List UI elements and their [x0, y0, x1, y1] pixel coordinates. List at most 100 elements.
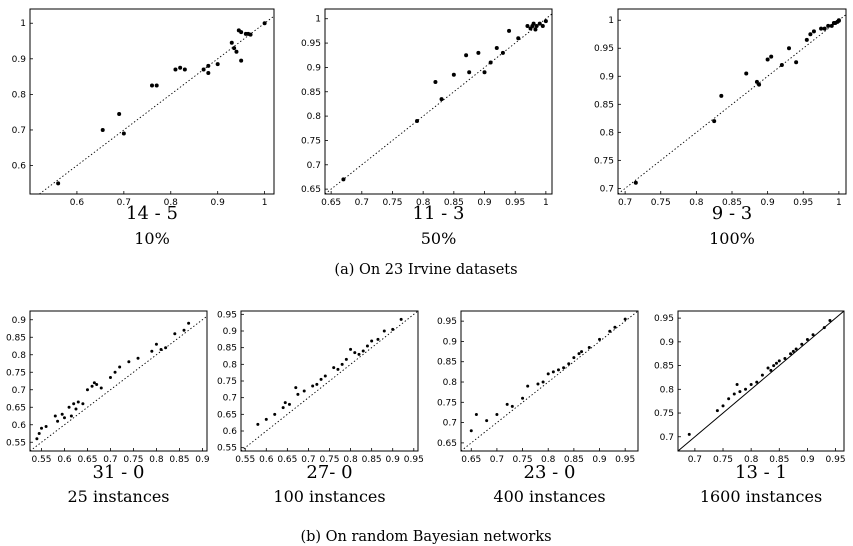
y-tick-label: 0.75 — [437, 398, 457, 408]
y-tick-label: 0.9 — [223, 327, 238, 337]
data-point — [44, 425, 48, 428]
data-point — [811, 29, 816, 34]
panel-subtitle: 100% — [709, 229, 755, 248]
x-tick-label: 0.95 — [615, 455, 635, 465]
data-point — [74, 407, 78, 411]
y-tick-label: 0.85 — [594, 100, 614, 110]
data-point — [264, 417, 268, 421]
data-point — [95, 383, 99, 386]
x-tick-label: 0.75 — [382, 198, 402, 208]
x-tick-label: 0.75 — [713, 455, 733, 465]
x-tick-label: 0.8 — [149, 455, 164, 465]
x-tick-label: 0.95 — [826, 455, 846, 465]
data-point — [777, 359, 781, 363]
x-tick-label: 0.9 — [800, 455, 815, 465]
data-point — [727, 397, 731, 401]
data-point — [749, 383, 753, 387]
caption-b: (b) On random Bayesian networks — [300, 529, 551, 545]
data-point — [154, 83, 159, 88]
y-tick-label: 0.9 — [600, 72, 615, 82]
scatter-panel-4: 0.55 0.6 0.65 0.7 0.75 0.8 0.85 0.9 0.55 0.6 0.65 0… — [6, 310, 210, 506]
panel-score: 14 - 5 — [126, 203, 178, 224]
data-point — [451, 72, 456, 77]
y-tick-label: 0.6 — [12, 162, 27, 172]
data-point — [150, 349, 154, 353]
x-tick-label: 0.9 — [195, 455, 210, 465]
panel-score: 23 - 0 — [524, 462, 576, 483]
panel-subtitle: 1600 instances — [700, 487, 822, 506]
data-point — [433, 80, 438, 85]
data-point — [206, 71, 211, 76]
data-point — [53, 414, 57, 418]
data-point — [353, 351, 357, 355]
data-point — [735, 383, 739, 387]
data-point — [687, 432, 691, 436]
y-tick-label: 0.55 — [217, 444, 237, 454]
data-point — [332, 366, 336, 370]
panel-score: 13 - 1 — [735, 462, 787, 483]
data-point — [757, 82, 762, 87]
scatter-panel-2: 0.65 0.7 0.75 0.8 0.85 0.9 0.95 1 0.65 0.7 0.75 0.8… — [301, 8, 553, 248]
data-point — [262, 21, 267, 26]
x-tick-label: 0.85 — [769, 455, 789, 465]
y-tick-label: 0.7 — [600, 184, 614, 194]
x-tick-label: 0.65 — [77, 455, 97, 465]
data-point — [543, 19, 548, 24]
x-tick-label: 0.95 — [404, 455, 424, 465]
data-point — [56, 419, 60, 423]
x-tick-label: 0.85 — [564, 455, 584, 465]
data-point — [287, 402, 291, 406]
data-point — [99, 386, 103, 390]
x-tick-label: 0.8 — [689, 198, 704, 208]
x-tick-label: 0.75 — [123, 455, 143, 465]
y-tick-label: 0.7 — [443, 419, 457, 429]
x-tick-label: 0.9 — [211, 198, 226, 208]
data-point — [500, 50, 505, 55]
y-tick-label: 0.9 — [12, 316, 27, 326]
data-point — [546, 372, 550, 376]
data-point — [118, 365, 122, 369]
y-tick-label: 0.8 — [12, 351, 27, 361]
plot-frame — [617, 8, 847, 195]
data-point — [811, 333, 815, 337]
data-point — [344, 357, 348, 361]
x-tick-label: 0.75 — [319, 455, 339, 465]
x-tick-label: 0.9 — [592, 455, 607, 465]
data-point — [467, 70, 472, 75]
data-point — [541, 380, 545, 384]
data-point — [829, 23, 834, 28]
data-point — [365, 344, 369, 348]
data-point — [323, 374, 327, 378]
data-point — [361, 349, 365, 353]
data-point — [256, 422, 260, 426]
data-point — [623, 317, 627, 321]
data-point — [488, 60, 493, 65]
data-point — [556, 368, 560, 372]
diagonal-line — [39, 15, 275, 195]
data-point — [537, 21, 542, 26]
data-point — [791, 349, 795, 353]
data-point — [311, 384, 315, 388]
data-point — [794, 347, 798, 351]
data-point — [100, 127, 105, 132]
data-point — [67, 405, 71, 409]
data-point — [808, 32, 813, 37]
data-point — [283, 401, 287, 405]
data-point — [173, 67, 178, 72]
data-point — [494, 45, 499, 50]
data-point — [794, 60, 799, 65]
y-tick-label: 0.85 — [217, 344, 237, 354]
x-tick-label: 0.8 — [416, 198, 431, 208]
y-tick-label: 0.55 — [6, 438, 26, 448]
data-point — [774, 361, 778, 365]
data-point — [769, 368, 773, 372]
y-tick-label: 0.95 — [217, 310, 237, 320]
x-tick-label: 0.7 — [301, 455, 315, 465]
scatter-panel-5: 0.55 0.6 0.65 0.7 0.75 0.8 0.85 0.9 0.950.550.60… — [217, 310, 424, 506]
data-point — [464, 53, 469, 58]
data-point — [507, 28, 512, 33]
caption-a: (a) On 23 Irvine datasets — [334, 262, 517, 278]
plot-frame — [324, 8, 553, 195]
data-point — [90, 384, 94, 388]
panel-subtitle: 100 instances — [273, 487, 385, 506]
